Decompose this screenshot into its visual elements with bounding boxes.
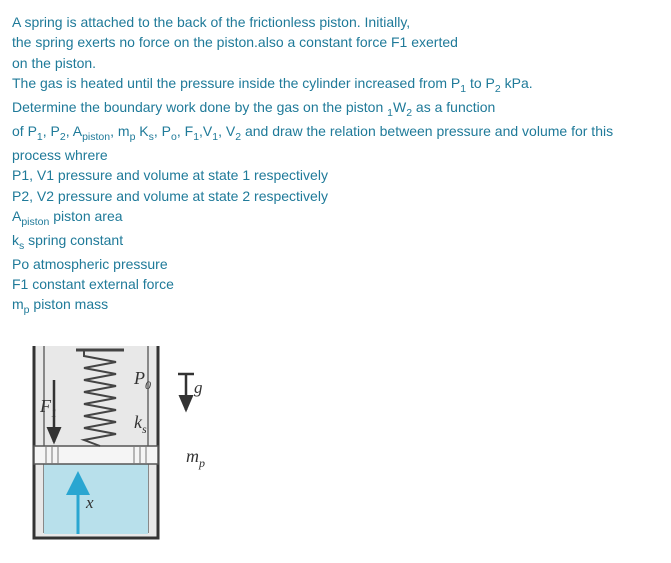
svg-text:g: g — [194, 378, 203, 397]
line-4: The gas is heated until the pressure ins… — [12, 73, 659, 97]
line-9: P2, V2 pressure and volume at state 2 re… — [12, 186, 659, 206]
line-7: process whrere — [12, 145, 659, 165]
line-3: on the piston. — [12, 53, 659, 73]
line-10: Apiston piston area — [12, 206, 659, 230]
problem-text: A spring is attached to the back of the … — [12, 12, 659, 318]
line-1: A spring is attached to the back of the … — [12, 12, 659, 32]
line-2: the spring exerts no force on the piston… — [12, 32, 659, 52]
svg-text:x: x — [85, 493, 94, 512]
line-14: mp piston mass — [12, 294, 659, 318]
line-8: P1, V1 pressure and volume at state 1 re… — [12, 165, 659, 185]
piston-diagram: x F1 P0 ks g mp — [16, 338, 659, 551]
line-12: Po atmospheric pressure — [12, 254, 659, 274]
svg-text:mp: mp — [186, 446, 205, 470]
line-6: of P1, P2, Apiston, mp Ks, Po, F1,V1, V2… — [12, 121, 659, 145]
line-13: F1 constant external force — [12, 274, 659, 294]
line-5: Determine the boundary work done by the … — [12, 97, 659, 121]
line-11: ks spring constant — [12, 230, 659, 254]
